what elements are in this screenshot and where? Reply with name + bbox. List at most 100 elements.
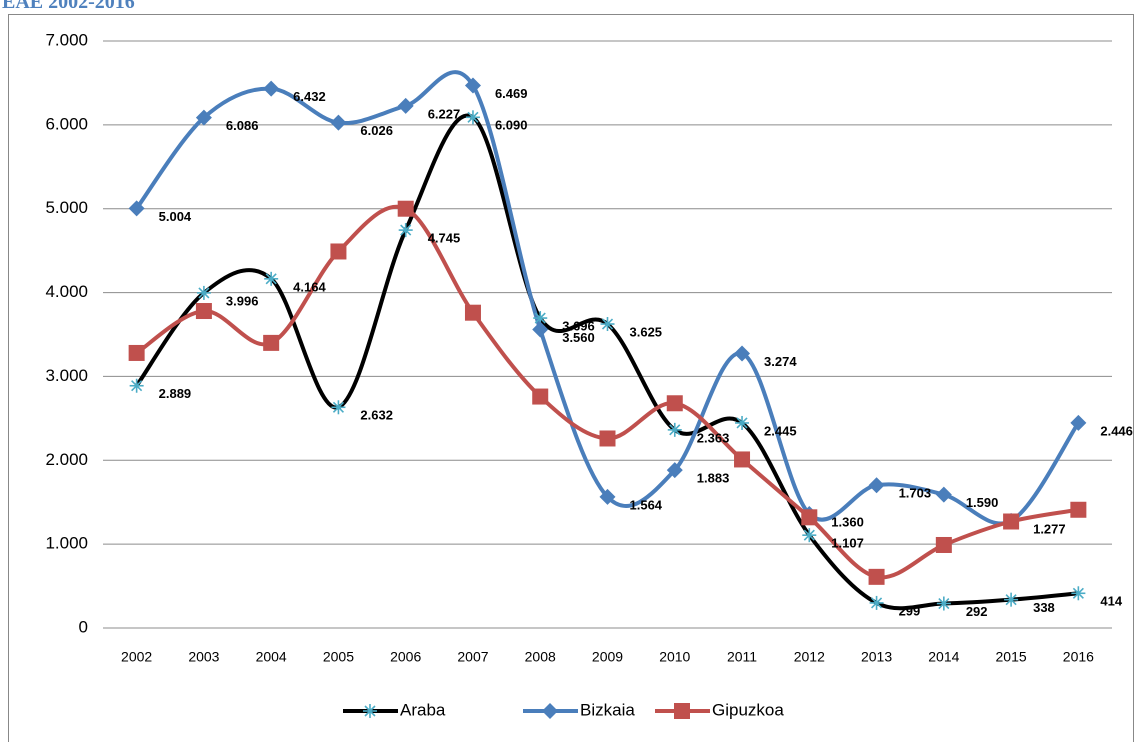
marker	[397, 200, 414, 217]
value-label: 3.560	[562, 330, 595, 345]
marker	[1070, 501, 1087, 518]
marker	[195, 303, 212, 320]
marker	[263, 80, 280, 97]
x-tick-label: 2006	[390, 649, 421, 665]
value-label: 6.026	[360, 123, 393, 138]
value-label: 2.889	[159, 386, 192, 401]
x-tick-label: 2014	[928, 649, 959, 665]
marker-stroke	[803, 529, 815, 541]
value-label: 2.632	[360, 408, 393, 423]
y-tick-label: 7.000	[45, 30, 88, 49]
value-label: 1.360	[831, 514, 864, 529]
marker	[935, 486, 952, 503]
marker	[734, 345, 751, 362]
marker	[464, 77, 481, 94]
value-label: 1.883	[697, 471, 730, 486]
marker	[330, 114, 347, 131]
legend-label: Gipuzkoa	[712, 700, 784, 719]
value-label: 1.107	[831, 536, 864, 551]
x-tick-label: 2009	[592, 649, 623, 665]
x-tick-label: 2013	[861, 649, 892, 665]
value-label: 2.363	[697, 430, 730, 445]
marker	[801, 509, 818, 526]
marker	[465, 110, 480, 125]
value-label: 2.445	[764, 423, 797, 438]
marker	[397, 97, 414, 114]
marker	[263, 334, 280, 351]
y-tick-label: 0	[79, 617, 88, 636]
value-label: 338	[1033, 600, 1055, 615]
marker	[128, 344, 145, 361]
marker	[1071, 586, 1086, 601]
marker	[802, 528, 817, 543]
marker	[1004, 592, 1019, 607]
y-tick-label: 6.000	[45, 114, 88, 133]
chart-title: EAE 2002-2016	[2, 0, 135, 13]
marker-stroke	[332, 401, 344, 413]
value-label: 1.277	[1033, 521, 1066, 536]
marker-stroke	[669, 424, 681, 436]
x-tick-label: 2003	[188, 649, 219, 665]
value-label: 6.086	[226, 118, 259, 133]
marker	[464, 304, 481, 321]
x-tick-label: 2007	[457, 649, 488, 665]
marker	[868, 568, 885, 585]
marker	[666, 462, 683, 479]
marker-stroke	[534, 312, 546, 324]
series-line	[135, 70, 1081, 526]
marker	[599, 430, 616, 447]
value-label: 3.996	[226, 293, 259, 308]
x-tick-label: 2016	[1063, 649, 1094, 665]
marker-stroke	[736, 417, 748, 429]
marker	[398, 223, 413, 238]
marker-stroke	[1072, 587, 1084, 599]
marker	[600, 317, 615, 332]
marker	[667, 422, 682, 437]
chart-frame	[8, 14, 1134, 742]
value-label: 6.469	[495, 86, 528, 101]
marker	[734, 451, 751, 468]
y-tick-label: 2.000	[45, 450, 88, 469]
marker	[1070, 414, 1087, 431]
marker	[533, 311, 548, 326]
value-label: 3.696	[562, 319, 595, 334]
marker	[196, 285, 211, 300]
marker	[1003, 513, 1020, 530]
marker-stroke	[131, 380, 143, 392]
marker	[264, 271, 279, 286]
marker	[869, 595, 884, 610]
value-label: 6.227	[428, 106, 461, 121]
value-label: 6.432	[293, 89, 326, 104]
legend-label: Araba	[400, 700, 446, 719]
series-line	[135, 204, 1079, 580]
marker	[542, 703, 558, 719]
value-label: 2.446	[1100, 423, 1133, 438]
marker	[331, 400, 346, 415]
value-label: 292	[966, 604, 988, 619]
y-tick-label: 3.000	[45, 366, 88, 385]
x-tick-label: 2004	[256, 649, 287, 665]
marker	[599, 488, 616, 505]
y-tick-label: 4.000	[45, 282, 88, 301]
value-label: 6.090	[495, 118, 528, 133]
x-tick-label: 2011	[727, 649, 757, 665]
marker-stroke	[467, 111, 479, 123]
x-tick-label: 2008	[525, 649, 556, 665]
marker-stroke	[871, 597, 883, 609]
marker	[935, 536, 952, 553]
value-label: 3.625	[630, 324, 663, 339]
marker	[129, 378, 144, 393]
marker	[363, 704, 377, 718]
value-label: 1.564	[630, 497, 663, 512]
value-label: 4.164	[293, 279, 326, 294]
marker	[532, 321, 549, 338]
value-label: 1.590	[966, 495, 999, 510]
value-label: 5.004	[159, 209, 192, 224]
marker-stroke	[1005, 594, 1017, 606]
marker-stroke	[938, 597, 950, 610]
value-label: 414	[1100, 594, 1122, 609]
marker-stroke	[364, 705, 376, 717]
y-tick-label: 1.000	[45, 534, 88, 553]
marker	[868, 477, 885, 494]
